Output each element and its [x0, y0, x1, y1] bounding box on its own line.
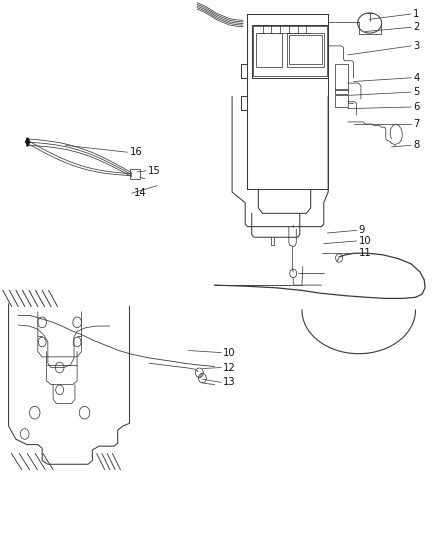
Bar	[289, 35, 321, 64]
Bar	[256, 33, 283, 67]
Text: 15: 15	[148, 166, 161, 176]
Text: 10: 10	[359, 236, 371, 246]
Text: 13: 13	[223, 377, 236, 387]
Bar	[131, 169, 140, 179]
Text: 12: 12	[223, 362, 236, 373]
Bar	[252, 25, 328, 78]
Bar	[335, 90, 348, 94]
Text: 5: 5	[413, 87, 420, 97]
Bar	[335, 95, 348, 107]
Text: 9: 9	[359, 225, 365, 236]
Text: 16: 16	[130, 147, 142, 157]
Text: 2: 2	[413, 22, 420, 33]
Text: 3: 3	[413, 41, 420, 51]
Bar	[253, 26, 327, 76]
Text: 11: 11	[359, 248, 371, 258]
Bar	[335, 64, 348, 90]
Text: 7: 7	[413, 119, 420, 129]
Bar	[287, 33, 324, 67]
Text: 10: 10	[223, 348, 236, 358]
Text: 1: 1	[413, 9, 420, 19]
Circle shape	[25, 139, 30, 144]
Text: 14: 14	[134, 188, 146, 198]
Text: 6: 6	[413, 102, 420, 112]
Text: 8: 8	[413, 140, 420, 150]
Text: 4: 4	[413, 73, 420, 83]
